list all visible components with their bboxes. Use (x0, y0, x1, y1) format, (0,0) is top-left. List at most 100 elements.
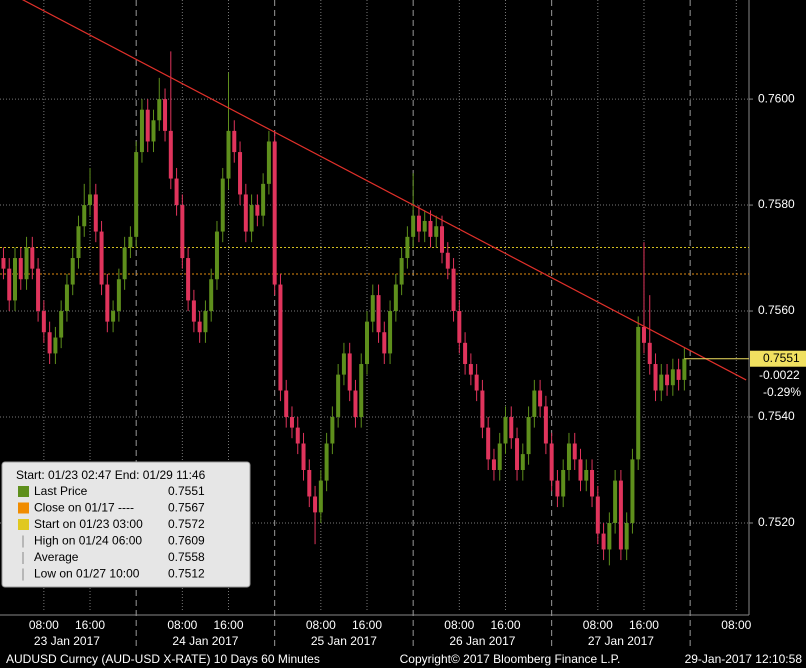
candle-body (13, 258, 18, 301)
candle-body (266, 141, 271, 184)
candle-body (526, 417, 531, 455)
candle-body (191, 300, 196, 322)
candle-body (416, 215, 421, 232)
day-label: 27 Jan 2017 (588, 634, 654, 648)
candle-body (151, 120, 156, 142)
candle-body (278, 284, 283, 391)
candle-body (82, 205, 87, 227)
day-label: 24 Jan 2017 (172, 634, 238, 648)
candle-body (313, 496, 318, 513)
candle-body (30, 247, 35, 269)
footer-left: AUDUSD Curncy (AUD-USD X-RATE) 10 Days 6… (6, 652, 320, 666)
candle-body (88, 194, 93, 206)
candle-body (578, 459, 583, 481)
candle-body (659, 374, 664, 391)
candle-body (636, 326, 641, 460)
candle-body (284, 390, 289, 418)
candle-body (388, 311, 393, 354)
candle-body (457, 311, 462, 343)
candle-body (370, 295, 375, 322)
legend-value: 0.7567 (168, 501, 205, 515)
candle-body (411, 215, 416, 237)
legend-label: Low on 01/27 10:00 (34, 567, 140, 581)
candle-body (272, 141, 277, 285)
candle-body (36, 268, 41, 312)
x-tick-label: 08:00 (167, 618, 197, 632)
legend-label: High on 01/24 06:00 (34, 534, 142, 548)
legend-label: Average (34, 550, 79, 564)
candle-body (491, 459, 496, 470)
candle-body (509, 417, 514, 439)
candle-body (543, 406, 548, 444)
candle-body (116, 279, 121, 312)
candle-body (538, 390, 543, 407)
x-tick-label: 16:00 (352, 618, 382, 632)
candle-body (630, 459, 635, 523)
candle-body (497, 443, 502, 470)
legend-value: 0.7558 (168, 550, 205, 564)
candle-body (7, 268, 12, 301)
candle-body (618, 480, 623, 550)
last-price-value: 0.7551 (763, 351, 800, 365)
legend-box (1, 461, 251, 588)
candle-body (607, 522, 612, 550)
candle-body (561, 469, 566, 497)
candle-body (157, 99, 162, 121)
trendline (21, 0, 747, 381)
candle-body (134, 152, 139, 237)
legend-swatch (18, 502, 29, 514)
last-price-tag (750, 350, 806, 367)
candle-body (503, 417, 508, 444)
day-label: 26 Jan 2017 (449, 634, 515, 648)
candle-body (405, 236, 410, 259)
candle-body (214, 231, 219, 280)
candle-body (434, 226, 439, 237)
x-tick-label: 16:00 (213, 618, 243, 632)
candle-body (238, 152, 243, 195)
candle-body (122, 247, 127, 280)
candle-body (376, 295, 381, 333)
candle-body (364, 321, 369, 365)
candle-body (105, 284, 110, 322)
candle-body (653, 364, 658, 391)
candle-body (486, 427, 491, 460)
candle-body (99, 231, 104, 285)
candle-body (670, 369, 675, 386)
candle-body (641, 326, 646, 343)
candle-body (590, 469, 595, 497)
candle-body (468, 364, 473, 375)
candle-body (601, 533, 606, 550)
y-tick-label: 0.7560 (758, 303, 795, 317)
candle-body (451, 268, 456, 312)
candle-body (70, 258, 75, 285)
legend-swatch (18, 486, 29, 497)
candle-body (532, 390, 537, 418)
candle-body (197, 321, 202, 333)
candle-body (139, 109, 144, 153)
candle-body (440, 226, 445, 253)
candle-body (232, 130, 237, 153)
candle-body (249, 205, 254, 232)
candle-body (382, 332, 387, 354)
y-tick-label: 0.7600 (758, 91, 795, 105)
legend-label: Start on 01/23 03:00 (34, 517, 143, 531)
candle-body (203, 311, 208, 333)
legend-title: Start: 01/23 02:47 End: 01/29 11:46 (16, 468, 206, 482)
candle-body (595, 496, 600, 534)
y-tick-label: 0.7520 (758, 515, 795, 529)
candle-body (243, 194, 248, 232)
candle-body (255, 205, 260, 216)
legend-label: Last Price (34, 484, 88, 498)
candle-body (520, 454, 525, 470)
candle-body (549, 443, 554, 481)
candle-body (676, 369, 681, 380)
candle-body (665, 374, 670, 386)
candle-body (47, 332, 52, 354)
candle-body (393, 284, 398, 312)
x-tick-label: 08:00 (29, 618, 59, 632)
candle-body (336, 374, 341, 418)
candle-body (18, 258, 23, 280)
candle-body (682, 358, 687, 380)
